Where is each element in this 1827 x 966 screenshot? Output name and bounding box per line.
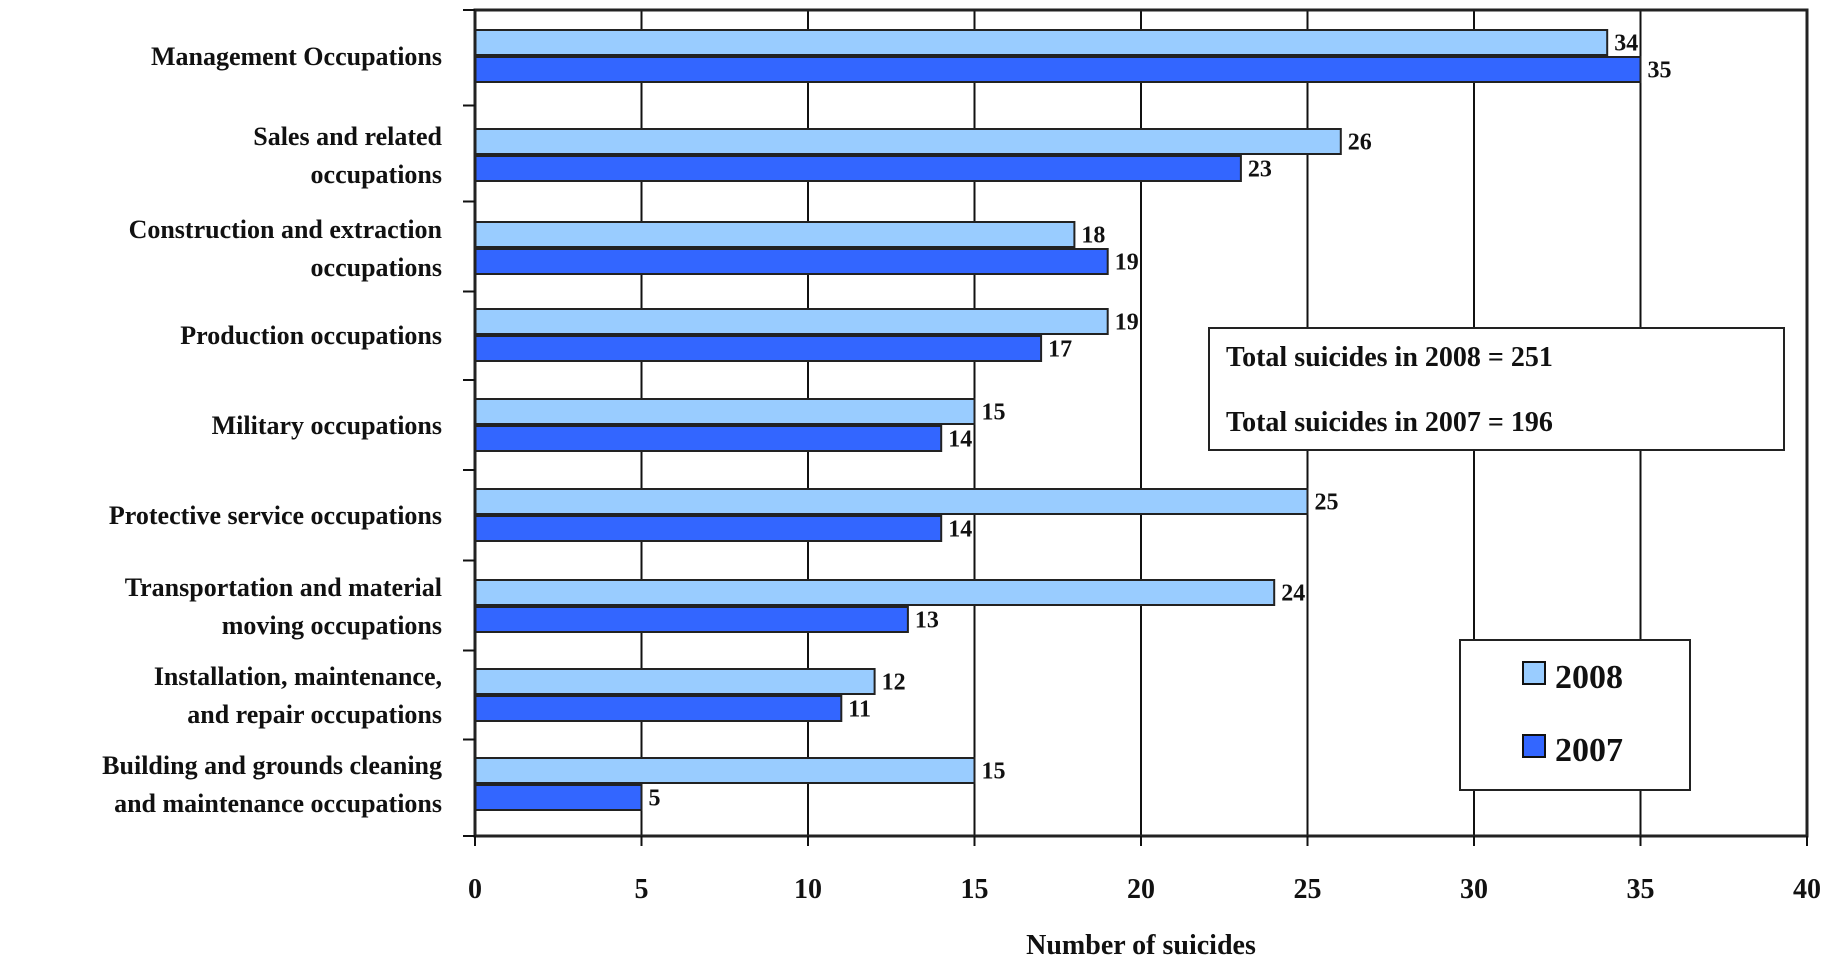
bar-2007 — [474, 56, 1642, 83]
data-label-2007: 23 — [1248, 157, 1272, 183]
x-tick-label: 0 — [468, 874, 482, 905]
bar-2007 — [474, 606, 909, 633]
category-label: Protective service occupations — [109, 501, 442, 530]
bar-2007 — [474, 784, 643, 811]
data-label-2007: 14 — [948, 427, 972, 453]
data-label-2008: 34 — [1614, 31, 1638, 57]
data-label-2007: 35 — [1648, 58, 1672, 84]
total-2007-note: Total suicides in 2007 = 196 — [1226, 407, 1553, 438]
x-tick-label: 25 — [1294, 874, 1322, 905]
bar-2007 — [474, 155, 1242, 182]
legend-swatch-2008 — [1522, 661, 1546, 685]
data-label-2007: 19 — [1115, 250, 1139, 276]
x-tick-label: 10 — [794, 874, 822, 905]
legend-label-2008: 2008 — [1555, 659, 1623, 696]
category-label: Construction and extraction — [129, 215, 443, 244]
data-label-2007: 5 — [649, 786, 661, 812]
category-label: Sales and related — [253, 122, 442, 151]
category-label: moving occupations — [222, 611, 442, 640]
legend-label-2007: 2007 — [1555, 732, 1623, 769]
totals-annotation-box: Total suicides in 2008 = 251 Total suici… — [1208, 327, 1785, 451]
data-label-2008: 26 — [1348, 130, 1372, 156]
bar-2007 — [474, 335, 1043, 362]
data-label-2008: 12 — [882, 670, 906, 696]
data-label-2008: 25 — [1315, 490, 1339, 516]
bar-2008 — [474, 308, 1109, 335]
data-labels: 34 35 26 23 18 19 19 17 15 14 25 14 24 13 12 11 15 5 — [649, 31, 1672, 812]
category-labels: Management Occupations Sales and related o… — [102, 42, 442, 818]
legend: 2008 2007 — [1459, 639, 1691, 791]
bar-2007 — [474, 515, 943, 542]
category-label: Installation, maintenance, — [154, 662, 442, 691]
data-label-2008: 15 — [982, 759, 1006, 785]
bars — [474, 29, 1642, 811]
data-label-2008: 18 — [1081, 223, 1105, 249]
x-axis-title: Number of suicides — [1026, 930, 1256, 961]
data-label-2008: 19 — [1115, 310, 1139, 336]
bar-2007 — [474, 425, 943, 452]
category-label: Transportation and material — [125, 573, 442, 602]
data-label-2007: 17 — [1048, 337, 1072, 363]
bar-2008 — [474, 29, 1609, 56]
category-label: Management Occupations — [151, 42, 442, 71]
legend-swatch-2007 — [1522, 734, 1546, 758]
bar-2007 — [474, 248, 1109, 275]
bar-2008 — [474, 488, 1309, 515]
x-tick-label: 35 — [1627, 874, 1655, 905]
bar-2008 — [474, 668, 876, 695]
bar-2008 — [474, 579, 1276, 606]
category-label: and repair occupations — [187, 700, 442, 729]
data-label-2007: 13 — [915, 608, 939, 634]
data-label-2007: 14 — [948, 517, 972, 543]
data-label-2008: 15 — [982, 400, 1006, 426]
category-label: occupations — [311, 160, 442, 189]
axis-ticks — [463, 9, 1808, 846]
x-tick-label: 15 — [961, 874, 989, 905]
x-tick-label: 20 — [1127, 874, 1155, 905]
data-label-2008: 24 — [1281, 581, 1305, 607]
x-tick-labels: 0 5 10 15 20 25 30 35 40 — [468, 874, 1821, 905]
category-label: and maintenance occupations — [114, 789, 442, 818]
category-label: Military occupations — [212, 411, 442, 440]
bar-2008 — [474, 398, 976, 425]
data-label-2007: 11 — [848, 697, 871, 723]
x-tick-label: 30 — [1460, 874, 1488, 905]
bar-2008 — [474, 128, 1342, 155]
x-tick-label: 40 — [1793, 874, 1821, 905]
category-label: occupations — [311, 253, 442, 282]
category-label: Building and grounds cleaning — [102, 751, 442, 780]
total-2008-note: Total suicides in 2008 = 251 — [1226, 342, 1553, 373]
bar-2008 — [474, 757, 976, 784]
bar-2008 — [474, 221, 1076, 248]
x-tick-label: 5 — [635, 874, 649, 905]
category-label: Production occupations — [180, 321, 442, 350]
bar-2007 — [474, 695, 843, 722]
